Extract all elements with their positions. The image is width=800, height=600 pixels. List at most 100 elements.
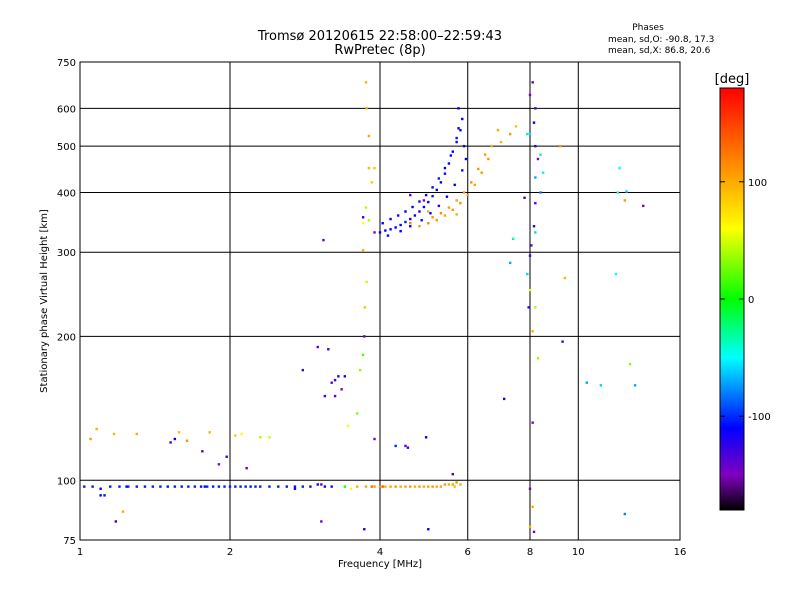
data-point [384, 485, 387, 488]
data-point [259, 436, 262, 439]
data-point [473, 183, 477, 187]
data-point [185, 439, 189, 442]
data-point [455, 140, 458, 144]
x-tick-label: 16 [674, 547, 687, 558]
data-point [285, 485, 288, 488]
data-point [211, 485, 215, 488]
data-point [367, 166, 371, 170]
y-tick-labels: 75 100 200 300 400 500 600 750 [57, 58, 76, 547]
data-point [508, 261, 512, 265]
x-tick-labels: 1 2 4 6 8 10 16 [77, 547, 687, 558]
data-point [453, 485, 456, 488]
data-point [239, 485, 242, 488]
x-axis-label: Frequency [MHz] [338, 559, 422, 570]
data-point [333, 394, 337, 398]
data-point [462, 144, 466, 148]
colorbar-tick-label: -100 [748, 412, 771, 423]
data-point [559, 144, 562, 148]
data-point [349, 487, 353, 490]
stats-line-x: mean, sd,X: 86.8, 20.6 [608, 46, 711, 56]
data-point [477, 167, 480, 171]
data-point [459, 201, 462, 205]
colorbar-unit: [deg] [715, 72, 750, 87]
data-point [539, 153, 542, 156]
data-point [528, 132, 532, 136]
data-point [277, 485, 280, 488]
data-point [301, 485, 305, 488]
data-point [642, 204, 645, 208]
y-tick-label: 300 [57, 248, 76, 259]
data-point [367, 134, 371, 138]
data-point [114, 520, 118, 523]
data-point [451, 483, 455, 486]
data-point [373, 485, 376, 488]
data-point [616, 191, 619, 194]
data-point [394, 485, 397, 488]
data-point [409, 222, 412, 225]
data-point [358, 368, 362, 372]
data-point [234, 434, 237, 437]
y-axis-label: Stationary phase Virtual Height [km] [39, 209, 50, 393]
data-point [514, 125, 518, 128]
data-point [427, 222, 430, 225]
data-point [293, 485, 297, 488]
data-point [462, 191, 466, 194]
data-point [443, 483, 447, 486]
data-point [389, 228, 392, 231]
data-point [217, 463, 221, 466]
data-point [363, 335, 366, 338]
data-point [487, 157, 490, 161]
data-point [361, 248, 365, 252]
data-point [83, 485, 86, 488]
data-point [363, 528, 366, 531]
data-point [322, 238, 325, 242]
data-point [135, 485, 138, 488]
data-point [523, 196, 526, 199]
data-point [534, 144, 537, 148]
data-point [534, 201, 537, 205]
data-point [459, 128, 462, 132]
data-point [343, 485, 347, 488]
chart-subtitle: RwPretec (8p) [334, 43, 425, 58]
data-point [534, 306, 537, 309]
data-point [561, 340, 564, 343]
data-point [118, 485, 121, 488]
data-point [490, 144, 493, 148]
data-point [399, 485, 402, 488]
data-point [245, 466, 248, 470]
data-point [531, 421, 534, 424]
data-point [633, 384, 637, 387]
data-point [378, 485, 382, 488]
data-point [320, 520, 323, 523]
data-point [121, 510, 125, 513]
data-point [203, 485, 206, 488]
data-point [384, 229, 387, 232]
data-point [424, 436, 428, 439]
grid-lines [80, 62, 680, 540]
data-point [333, 378, 337, 382]
y-tick-label: 600 [57, 104, 76, 115]
data-point [244, 485, 247, 488]
data-point [599, 384, 603, 387]
data-point [365, 107, 368, 110]
data-point [396, 214, 400, 217]
data-point [431, 216, 434, 219]
data-point [422, 485, 426, 488]
data-point [386, 234, 390, 237]
data-point [293, 487, 297, 490]
data-point [234, 485, 237, 488]
data-point [526, 132, 529, 136]
data-point [427, 210, 430, 213]
data-point [177, 431, 181, 434]
data-point [381, 222, 384, 225]
data-point [439, 485, 443, 488]
data-point [378, 231, 382, 234]
data-point [443, 214, 447, 217]
data-point [373, 166, 376, 170]
data-point [424, 193, 428, 197]
data-point [127, 485, 130, 488]
data-point [205, 485, 209, 488]
data-point [327, 348, 330, 351]
data-point [483, 153, 487, 156]
